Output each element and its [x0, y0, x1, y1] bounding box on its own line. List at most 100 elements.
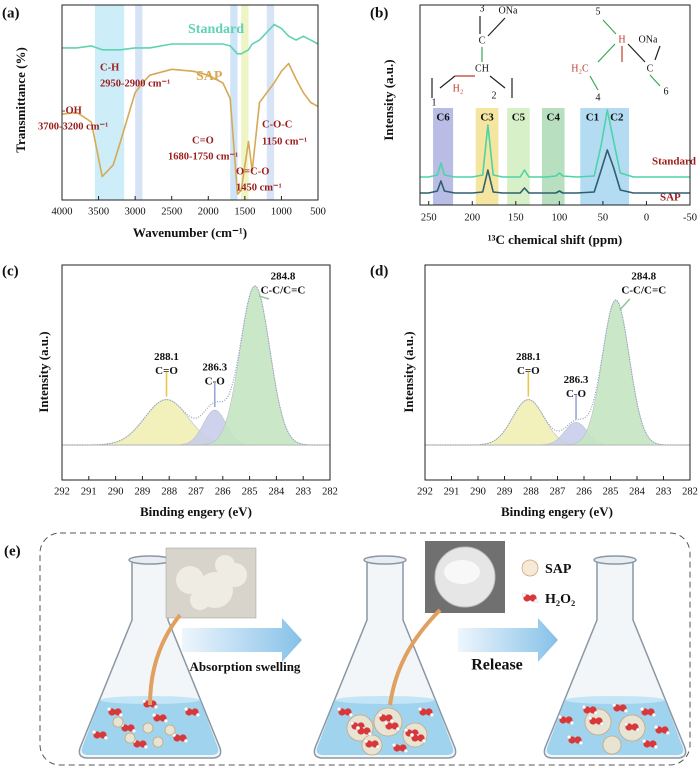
band — [135, 5, 143, 200]
h2o2-icon — [376, 745, 381, 750]
arrow — [182, 618, 302, 662]
envelope — [425, 299, 690, 446]
x-axis-title: Binding engery (eV) — [501, 504, 613, 519]
sap-particle — [164, 724, 176, 736]
band-label: C5 — [512, 112, 526, 124]
h2o2-icon — [163, 719, 168, 724]
h2o2-icon — [594, 711, 599, 716]
series-line — [420, 149, 690, 194]
peak-name: C-C/C=C — [621, 285, 666, 297]
h2o2-icon — [350, 721, 355, 726]
h2o2-icon — [666, 731, 671, 736]
annotation: C-H — [100, 62, 119, 73]
peak-arrow — [619, 298, 631, 311]
h2o2-icon — [582, 705, 587, 710]
h2o2-icon — [337, 707, 342, 712]
h2o2-icon — [396, 727, 401, 732]
structure-label: 4 — [596, 92, 601, 103]
x-tick-label: 288 — [523, 486, 539, 497]
plot-frame — [61, 264, 331, 481]
peak-value: 288.1 — [154, 351, 179, 363]
h2o2-icon — [392, 743, 397, 748]
bond — [654, 45, 661, 61]
annotation: 1450 cm⁻¹ — [236, 182, 282, 193]
flask-rim — [363, 555, 407, 565]
panel-label: (b) — [370, 5, 388, 21]
x-tick-label: 0 — [644, 212, 649, 223]
structure-label: ONa — [639, 34, 658, 45]
h2o2-icon — [151, 713, 156, 718]
y-axis-title: Intensity (a.u.) — [401, 331, 416, 412]
x-tick-label: 1500 — [234, 206, 255, 217]
x-tick-label: 289 — [497, 486, 513, 497]
band — [94, 5, 125, 200]
h2o2-icon — [600, 722, 605, 727]
plot-frame — [419, 4, 691, 206]
scheme-art — [78, 541, 687, 759]
h2o2-icon — [91, 730, 96, 735]
x-tick-label: 286 — [576, 486, 592, 497]
scheme-frame — [39, 532, 691, 766]
panel-label: (c) — [2, 263, 19, 279]
step-label: Release — [471, 657, 523, 674]
photo-grain — [190, 590, 210, 610]
band — [241, 5, 249, 200]
series-label: SAP — [196, 69, 223, 84]
h2o2-icon — [356, 726, 361, 731]
x-tick-label: 288 — [161, 486, 177, 497]
x-tick-label: 3500 — [88, 206, 109, 217]
peak-value: 286.3 — [202, 362, 227, 374]
h2o2-icon — [612, 703, 617, 708]
h2o2-icon — [143, 745, 148, 750]
x-tick-label: 292 — [417, 486, 433, 497]
structure-label: 6 — [664, 86, 669, 97]
sap-particle — [124, 732, 136, 744]
h2o2-icon — [642, 739, 647, 744]
x-axis-title: Wavenumber (cm⁻¹) — [133, 225, 247, 240]
series-label: SAP — [660, 192, 681, 204]
structure-label: H₂C — [571, 63, 589, 74]
h2o2-icon — [384, 721, 389, 726]
band-label: C1 — [586, 112, 599, 124]
x-tick-label: 284 — [269, 486, 286, 497]
x-tick-label: 100 — [551, 212, 567, 223]
series-label: Standard — [652, 156, 696, 168]
annotation: 2950-2900 cm⁻¹ — [100, 78, 170, 89]
panel-label: (e) — [4, 543, 21, 559]
h2o2-icon — [103, 736, 108, 741]
series-line — [61, 62, 319, 195]
plot-frame — [61, 4, 319, 201]
h2o2-icon — [624, 722, 629, 727]
arrow — [458, 618, 558, 662]
x-tick-label: 2500 — [161, 206, 182, 217]
sap-particle — [112, 716, 124, 728]
annotation: C=O — [192, 135, 214, 146]
x-tick-label: 289 — [135, 486, 151, 497]
band-label: C3 — [480, 112, 494, 124]
h2o2-icon — [404, 728, 409, 733]
h2o2-icon — [418, 707, 423, 712]
y-axis-title: Intensity (a.u.) — [36, 331, 51, 412]
band — [230, 5, 238, 200]
annotation: 1150 cm⁻¹ — [262, 136, 307, 147]
h2o2-icon — [570, 721, 575, 726]
structure-label: 5 — [596, 6, 601, 17]
panel-label: (d) — [370, 263, 388, 279]
legend-label: SAP — [545, 562, 572, 577]
h2o2-icon — [410, 733, 415, 738]
h2o2-icon — [131, 729, 136, 734]
h2o2-icon — [522, 593, 527, 598]
photo-grain — [176, 566, 204, 594]
h2o2-icon — [349, 713, 354, 718]
structure-label: C — [479, 35, 486, 46]
peak-value: 284.8 — [271, 271, 296, 283]
envelope — [62, 285, 330, 446]
sap-particle — [373, 707, 403, 737]
peak-area — [424, 299, 691, 446]
h2o2-icon — [588, 716, 593, 721]
h2o2-icon — [195, 713, 200, 718]
x-tick-label: 285 — [603, 486, 619, 497]
h2o2-icon — [378, 713, 383, 718]
band-label: C6 — [436, 112, 450, 124]
